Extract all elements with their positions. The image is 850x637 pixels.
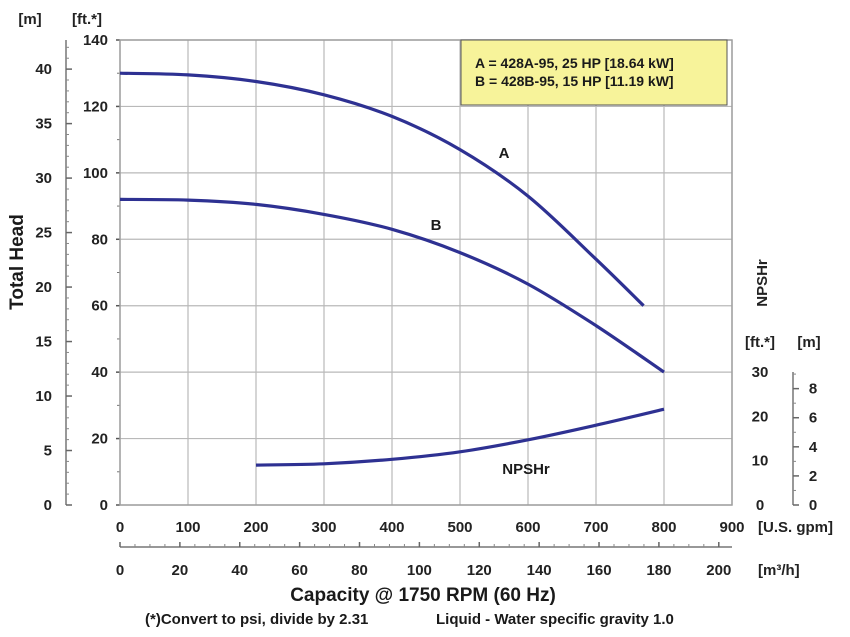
x-tick-gpm: 300: [311, 519, 336, 536]
plot-frame: [119, 39, 733, 506]
x-tick-gpm: 400: [379, 519, 404, 536]
y-tick-m: 35: [35, 116, 52, 133]
y-tick-ft: 140: [83, 32, 108, 49]
legend-line-b: B = 428B-95, 15 HP [11.19 kW]: [475, 73, 674, 89]
x-tick-gpm: 600: [515, 519, 540, 536]
y-axis-title: Total Head: [7, 214, 28, 310]
y-tick-m: 5: [44, 443, 52, 460]
x-tick-m3h: 80: [351, 562, 368, 579]
y-tick-m: 30: [35, 170, 52, 187]
npsh-tick-m: 4: [809, 439, 818, 456]
y-tick-ft: 120: [83, 98, 108, 115]
npsh-tick-ft: 30: [752, 364, 769, 381]
npsh-unit-m: [m]: [797, 334, 820, 351]
x-tick-gpm: 800: [651, 519, 676, 536]
x-tick-m3h: 20: [172, 562, 189, 579]
x-tick-m3h: 100: [407, 562, 432, 579]
y-tick-m: 0: [44, 497, 52, 514]
x-tick-m3h: 160: [587, 562, 612, 579]
npsh-axis-title: NPSHr: [754, 259, 771, 307]
x-unit-m3h: [m³/h]: [758, 562, 800, 579]
chart-grid: [119, 39, 733, 506]
curve-b: [119, 197, 665, 374]
npsh-tick-m: 2: [809, 468, 817, 485]
npsh-tick-ft: 0: [756, 497, 764, 514]
legend-box: [460, 39, 728, 106]
footnote-liquid: Liquid - Water specific gravity 1.0: [436, 611, 674, 628]
x-tick-gpm: 700: [583, 519, 608, 536]
x-tick-m3h: 180: [646, 562, 671, 579]
x-tick-gpm: 100: [175, 519, 200, 536]
npsh-tick-m: 0: [809, 497, 817, 514]
x-tick-m3h: 120: [467, 562, 492, 579]
y-tick-m: 15: [35, 334, 52, 351]
curve-label-a: A: [499, 145, 510, 162]
y-tick-ft: 0: [100, 497, 108, 514]
plot-area: [120, 40, 732, 505]
chart-axes: 0 100 200 300 400 500 600 700 800 900020406080100…: [35, 32, 818, 579]
x-tick-m3h: 0: [116, 562, 124, 579]
y-unit-ft: [ft.*]: [72, 11, 102, 28]
y-tick-ft: 100: [83, 165, 108, 182]
legend-line-a: A = 428A-95, 25 HP [18.64 kW]: [475, 55, 674, 71]
footnote-psi: (*)Convert to psi, divide by 2.31: [145, 611, 368, 628]
curve-label-npshr: NPSHr: [502, 461, 550, 478]
legend: A = 428A-95, 25 HP [18.64 kW] B = 428B-9…: [460, 39, 728, 106]
x-tick-gpm: 900: [719, 519, 744, 536]
x-tick-gpm: 500: [447, 519, 472, 536]
npsh-unit-ft: [ft.*]: [745, 334, 775, 351]
chart-curves: [119, 71, 665, 467]
y-tick-m: 20: [35, 279, 52, 296]
npsh-tick-ft: 10: [752, 453, 769, 470]
curve-npshr: [255, 407, 665, 467]
npsh-tick-ft: 20: [752, 408, 769, 425]
npsh-tick-m: 6: [809, 410, 817, 427]
x-tick-m3h: 40: [231, 562, 248, 579]
npsh-tick-m: 8: [809, 381, 817, 398]
y-unit-m: [m]: [18, 11, 41, 28]
y-tick-m: 40: [35, 61, 52, 78]
curve-a: [119, 71, 645, 307]
x-axis-title: Capacity @ 1750 RPM (60 Hz): [290, 585, 556, 606]
y-tick-ft: 80: [91, 231, 108, 248]
x-tick-gpm: 200: [243, 519, 268, 536]
y-tick-ft: 40: [91, 364, 108, 381]
x-tick-m3h: 60: [291, 562, 308, 579]
y-tick-m: 25: [35, 225, 52, 242]
y-tick-ft: 20: [91, 431, 108, 448]
x-tick-gpm: 0: [116, 519, 124, 536]
x-tick-m3h: 140: [527, 562, 552, 579]
y-tick-m: 10: [35, 388, 52, 405]
x-unit-gpm: [U.S. gpm]: [758, 519, 833, 536]
y-tick-ft: 60: [91, 298, 108, 315]
curve-label-b: B: [431, 217, 442, 234]
x-tick-m3h: 200: [706, 562, 731, 579]
